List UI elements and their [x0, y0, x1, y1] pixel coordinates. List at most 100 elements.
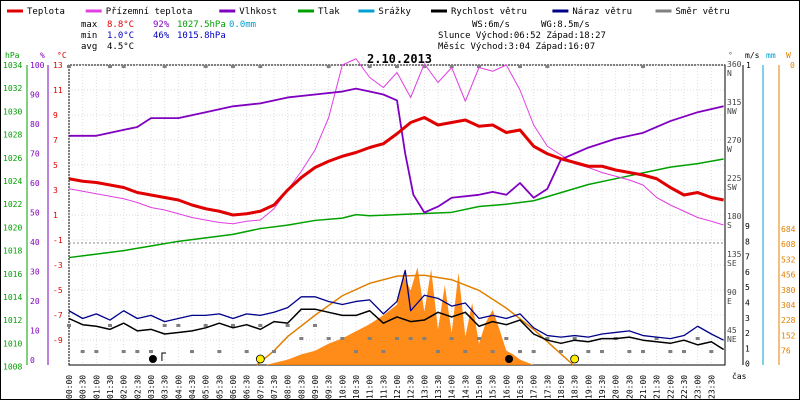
x-tick-label-33: 16:30	[516, 375, 525, 399]
humidity-line	[69, 87, 724, 214]
unit-ms: m/s	[745, 51, 760, 60]
dir-tick-5: W	[727, 145, 732, 154]
x-tick-label-45: 22:30	[680, 375, 689, 399]
x-tick-label-17: 08:30	[297, 375, 306, 399]
solar-radiation-area	[265, 267, 534, 365]
wind-speed-line	[68, 308, 725, 351]
wind-dir-top-7	[326, 65, 331, 68]
x-tick-label-18: 09:00	[311, 375, 320, 399]
wind-dir-point-43	[654, 337, 659, 340]
press-tick-11: 1012	[3, 316, 22, 325]
unit-hum: %	[40, 51, 45, 60]
wind-dir-point-1	[80, 350, 85, 353]
wind-dir-point-10	[203, 324, 208, 327]
wind-dir-point-37	[572, 337, 577, 340]
press-tick-6: 1022	[3, 200, 22, 209]
legend-label-1: Přízemní teplota	[106, 7, 193, 17]
dir-tick-8: 180	[727, 212, 742, 221]
wind-dir-point-27	[436, 350, 440, 353]
x-tick-label-25: 12:30	[407, 375, 416, 399]
w-tick-1: 608	[781, 240, 796, 249]
wind-dir-point-30	[477, 337, 481, 340]
temp-tick-4: 5	[53, 161, 58, 170]
x-tick-label-38: 19:00	[584, 375, 593, 399]
hum-tick-1: 90	[30, 91, 40, 100]
wind-dir-point-13	[244, 350, 249, 353]
wind-dir-top-4	[203, 65, 208, 68]
press-tick-5: 1024	[3, 177, 22, 186]
x-tick-label-29: 14:30	[461, 375, 470, 399]
pressure-line	[68, 158, 724, 259]
stats-min-label: min	[81, 31, 97, 41]
wind-gust-line	[68, 269, 724, 341]
wind-dir-point-9	[190, 350, 194, 353]
dir-tick-12: 90	[727, 288, 737, 297]
wind-dir-point-46	[695, 337, 700, 340]
wind-dir-point-20	[340, 337, 345, 340]
w-tick-2: 532	[781, 255, 796, 264]
wind-dir-top-11	[449, 65, 454, 68]
moon-rise-marker	[148, 355, 157, 363]
ms-tick-1: 8	[745, 237, 750, 246]
x-tick-label-14: 07:00	[256, 375, 265, 399]
hum-tick-10: 0	[30, 356, 35, 365]
wind-dir-point-11	[217, 350, 222, 353]
hum-tick-2: 80	[30, 120, 40, 129]
press-tick-10: 1014	[3, 293, 22, 302]
w-tick-0: 684	[781, 225, 796, 234]
stats-avg-label: avg	[81, 42, 97, 52]
hum-tick-8: 20	[30, 297, 40, 306]
sun-elevation-line	[256, 274, 574, 366]
x-tick-label-28: 14:00	[448, 375, 457, 399]
legend-label-7: Směr větru	[676, 7, 730, 17]
temp-tick-10: -7	[53, 311, 63, 320]
temp-tick-2: 9	[53, 111, 58, 120]
x-axis-label: čas	[732, 371, 747, 381]
press-tick-9: 1016	[3, 270, 22, 279]
temperature-line	[68, 116, 724, 217]
wind-dir-point-45	[682, 350, 686, 353]
dir-tick-1: N	[727, 69, 732, 78]
x-tick-label-19: 09:30	[325, 375, 334, 399]
unit-dir: °	[728, 51, 733, 60]
wind-dir-top-10	[422, 65, 427, 68]
wind-dir-point-18	[313, 324, 317, 327]
x-tick-label-24: 12:00	[393, 375, 402, 399]
x-tick-label-16: 08:00	[284, 375, 293, 399]
stats-min-hum: 46%	[153, 31, 170, 41]
stats-avg-temp: 4.5°C	[107, 42, 134, 52]
dir-tick-7: SW	[727, 183, 737, 192]
x-tick-label-2: 01:00	[92, 375, 101, 399]
wind-dir-point-39	[600, 350, 604, 353]
x-tick-label-36: 18:00	[557, 375, 566, 399]
moon-phase-icon	[161, 352, 167, 361]
wind-dir-point-19	[326, 337, 331, 340]
stats-max-rain: 0.0mm	[229, 20, 256, 30]
stats-max-temp: 8.8°C	[107, 20, 134, 30]
wind-dir-point-7	[162, 324, 167, 327]
wind-dir-point-35	[545, 337, 550, 340]
chart-title: 2.10.2013	[367, 52, 432, 66]
x-tick-label-31: 15:30	[489, 375, 498, 399]
dir-tick-13: E	[727, 297, 732, 306]
x-tick-label-4: 02:00	[120, 375, 129, 399]
wind-dir-top-2	[121, 65, 126, 68]
ms-tick-2: 7	[745, 253, 750, 262]
stats-min-press: 1015.8hPa	[177, 31, 226, 41]
x-tick-label-6: 03:00	[147, 375, 156, 399]
x-tick-label-0: 00:00	[65, 375, 74, 399]
x-tick-label-43: 21:30	[653, 375, 662, 399]
temp-tick-11: -9	[53, 336, 63, 345]
wind-dir-point-47	[709, 350, 714, 353]
w-tick-7: 152	[781, 331, 796, 340]
wind-dir-point-3	[108, 324, 112, 327]
press-tick-12: 1010	[3, 339, 22, 348]
press-tick-13: 1008	[3, 363, 22, 372]
wind-dir-point-21	[354, 350, 358, 353]
x-tick-label-46: 23:00	[694, 375, 703, 399]
temp-tick-9: -5	[53, 286, 63, 295]
x-tick-label-13: 06:30	[243, 375, 252, 399]
press-tick-7: 1020	[3, 223, 22, 232]
wind-dir-point-0	[67, 324, 71, 327]
wind-dir-point-16	[285, 324, 290, 327]
